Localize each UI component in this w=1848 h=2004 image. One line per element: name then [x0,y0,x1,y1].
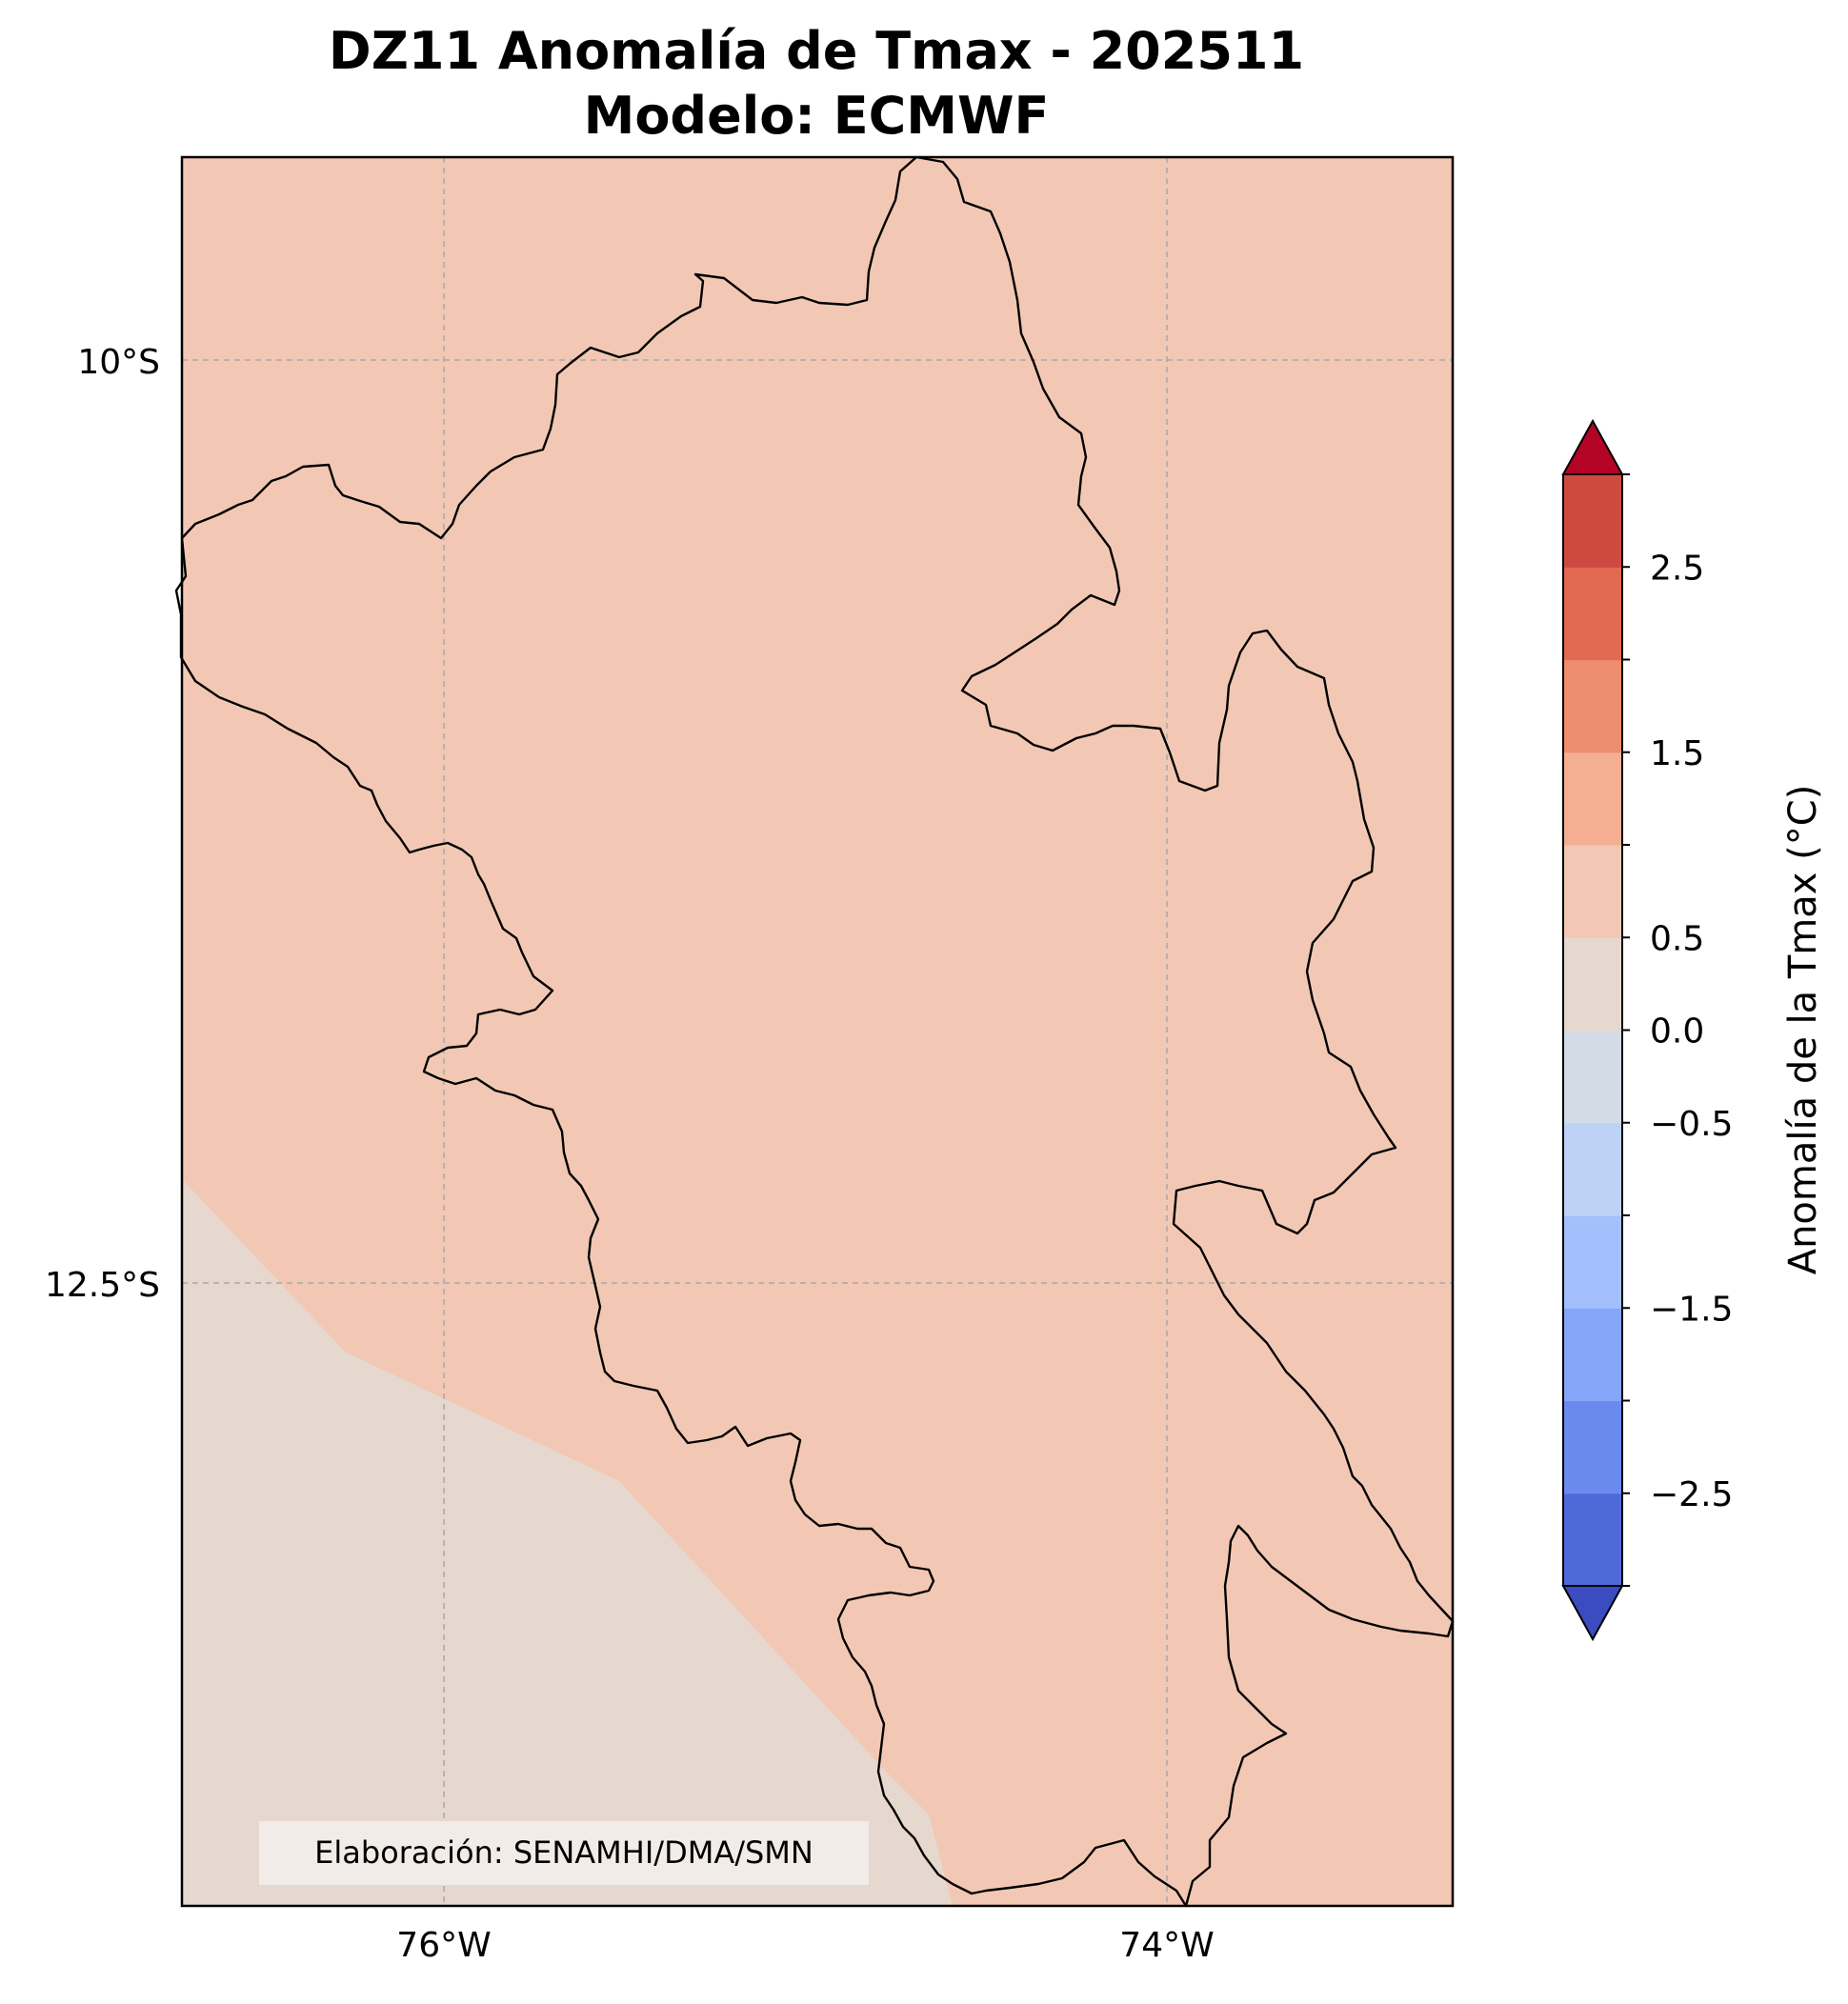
colorbar-segment [1563,845,1622,938]
colorbar-segment [1563,1493,1622,1587]
lon-tick-label: 74°W [1119,1926,1214,1965]
map-title: DZ11 Anomalía de Tmax - 202511 [329,21,1304,81]
lon-tick-label: 76°W [396,1926,491,1965]
colorbar-tick-label: −0.5 [1650,1105,1733,1144]
latitude-axis: 10°S 12.5°S [45,343,160,1305]
colorbar-ticks [1622,473,1630,1587]
anomaly-field-coastal [182,1179,953,1906]
colorbar-extend-high [1561,418,1624,475]
colorbar-segment [1563,1122,1622,1216]
colorbar-tick-label: −2.5 [1650,1475,1733,1514]
colorbar-segment [1563,937,1622,1032]
colorbar-label: Anomalía de la Tmax (°C) [1781,785,1825,1275]
gridlines [182,157,1453,1906]
colorbar-tick-label: 0.5 [1650,919,1704,958]
region-boundary [174,155,1455,1908]
credit-box [259,1821,869,1885]
colorbar-tick-label: −1.5 [1650,1290,1733,1329]
lat-tick-label: 10°S [77,343,160,382]
map-panel: Elaboración: SENAMHI/DMA/SMN [174,155,1455,1908]
colorbar-tick-label: 0.0 [1650,1012,1704,1052]
colorbar-segment [1563,1400,1622,1494]
colorbar-segment [1563,752,1622,846]
colorbar-segment [1563,1030,1622,1124]
map-subtitle: Modelo: ECMWF [584,86,1050,146]
credit-label: Elaboración: SENAMHI/DMA/SMN [314,1834,814,1871]
colorbar-tick-labels: 2.5 1.5 0.5 0.0 −0.5 −1.5 −2.5 [1650,549,1733,1514]
colorbar-tick-label: 2.5 [1650,549,1704,588]
colorbar-segment [1563,659,1622,753]
colorbar-extend-low [1561,1585,1624,1642]
colorbar-segment [1563,1308,1622,1402]
colorbar-segments [1561,418,1624,1642]
colorbar-segment [1563,567,1622,661]
colorbar: 2.5 1.5 0.5 0.0 −0.5 −1.5 −2.5 Anomalía … [1561,418,1825,1642]
colorbar-tick-label: 1.5 [1650,734,1704,773]
longitude-axis: 76°W 74°W [396,1926,1214,1965]
colorbar-frame [1562,473,1623,1587]
colorbar-segment [1563,474,1622,568]
lat-tick-label: 12.5°S [45,1266,160,1305]
map-frame [180,155,1455,1908]
colorbar-segment [1563,1215,1622,1309]
